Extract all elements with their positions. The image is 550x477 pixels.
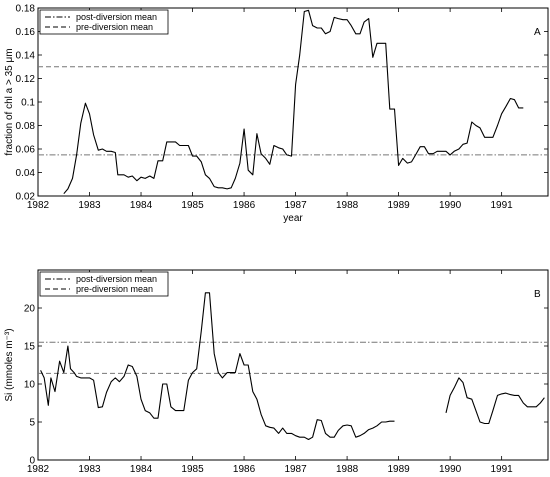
x-tick-label: 1988 bbox=[336, 200, 359, 211]
x-tick-label: 1985 bbox=[181, 464, 204, 475]
panel-b-y-axis-label: Si (mmoles m⁻³) bbox=[4, 328, 15, 401]
panel-b: 1982 1983 1984 1985 1986 1987 1988 1989 1990 1991… bbox=[4, 269, 549, 475]
x-tick-label: 1984 bbox=[130, 200, 153, 211]
panel-b-series bbox=[40, 292, 545, 441]
panel-a-series bbox=[63, 9, 524, 195]
y-tick-label: 0.08 bbox=[16, 121, 36, 132]
panel-a-y-axis-label: fraction of chl a > 35 μm bbox=[4, 48, 15, 155]
panel-label-a: A bbox=[534, 27, 541, 38]
x-tick-label: 1987 bbox=[284, 200, 307, 211]
x-tick-label: 1983 bbox=[78, 200, 101, 211]
panel-b-plot-area bbox=[37, 269, 549, 461]
panel-a-reference-lines bbox=[38, 66, 548, 156]
data-series-line-1 bbox=[40, 292, 395, 441]
y-tick-label: 20 bbox=[24, 304, 36, 315]
x-tick-label: 1991 bbox=[491, 200, 514, 211]
panel-a-ticks: 1982 1983 1984 1985 1986 1987 1988 1989 1990 1991… bbox=[16, 4, 548, 211]
x-tick-label: 1989 bbox=[387, 464, 410, 475]
legend-label-post-diversion: post-diversion mean bbox=[76, 274, 157, 284]
y-tick-label: 0.14 bbox=[16, 51, 36, 62]
x-tick-label: 1984 bbox=[130, 464, 153, 475]
legend-box bbox=[39, 9, 169, 35]
panel-a: 1982 1983 1984 1985 1986 1987 1988 1989 1990 1991… bbox=[4, 4, 549, 224]
x-tick-label: 1982 bbox=[27, 200, 50, 211]
panel-b-reference-lines bbox=[38, 341, 548, 374]
x-tick-label: 1985 bbox=[181, 200, 204, 211]
y-tick-label: 0.1 bbox=[21, 98, 35, 109]
y-tick-label: 0 bbox=[29, 456, 35, 467]
legend-box bbox=[39, 271, 169, 297]
panel-a-legend: post-diversion mean pre-diversion mean bbox=[39, 9, 169, 35]
y-tick-label: 0.04 bbox=[16, 168, 36, 179]
x-tick-label: 1982 bbox=[27, 464, 50, 475]
y-tick-label: 10 bbox=[24, 380, 36, 391]
y-tick-label: 0.12 bbox=[16, 74, 36, 85]
panel-b-ticks: 1982 1983 1984 1985 1986 1987 1988 1989 1990 1991… bbox=[24, 270, 548, 475]
data-series-line-2 bbox=[445, 377, 545, 425]
panel-a-plot-area bbox=[37, 7, 549, 197]
y-tick-label: 0.18 bbox=[16, 4, 36, 15]
x-tick-label: 1986 bbox=[233, 200, 256, 211]
x-tick-label: 1991 bbox=[491, 464, 514, 475]
data-series-line-1 bbox=[63, 9, 524, 195]
panel-label-b: B bbox=[534, 289, 541, 300]
y-tick-label: 0.02 bbox=[16, 192, 36, 203]
x-tick-label: 1990 bbox=[439, 200, 462, 211]
legend-label-pre-diversion: pre-diversion mean bbox=[76, 22, 153, 32]
legend-label-pre-diversion: pre-diversion mean bbox=[76, 284, 153, 294]
x-tick-label: 1986 bbox=[233, 464, 256, 475]
x-tick-label: 1983 bbox=[78, 464, 101, 475]
x-tick-label: 1990 bbox=[439, 464, 462, 475]
y-tick-label: 5 bbox=[29, 418, 35, 429]
panel-a-x-axis-label: year bbox=[283, 213, 303, 224]
legend-label-post-diversion: post-diversion mean bbox=[76, 12, 157, 22]
y-tick-label: 15 bbox=[24, 342, 36, 353]
x-tick-label: 1988 bbox=[336, 464, 359, 475]
y-tick-label: 0.06 bbox=[16, 145, 36, 156]
x-tick-label: 1987 bbox=[284, 464, 307, 475]
panel-b-legend: post-diversion mean pre-diversion mean bbox=[39, 271, 169, 297]
x-tick-label: 1989 bbox=[387, 200, 410, 211]
y-tick-label: 0.16 bbox=[16, 27, 36, 38]
